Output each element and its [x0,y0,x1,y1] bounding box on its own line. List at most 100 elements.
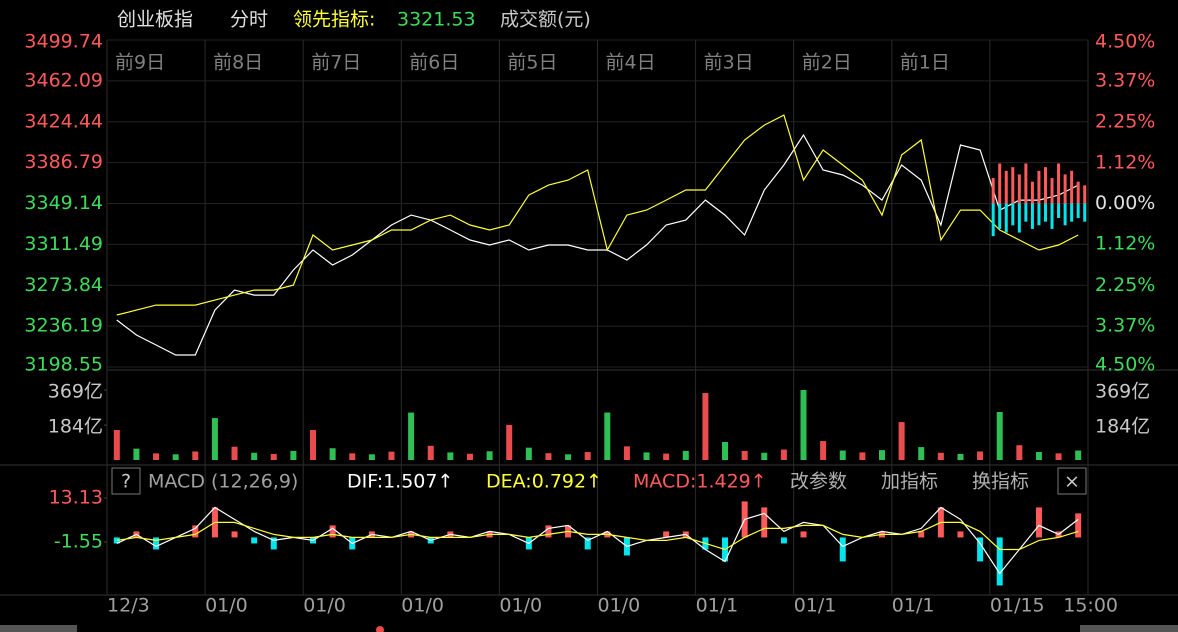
volume-bar [113,430,120,460]
volume-bar [918,447,925,460]
x-tick-label: 01/15 [990,595,1045,617]
x-tick-label: 12/3 [107,595,150,617]
macd-bar [192,525,199,538]
x-tick-label: 15:00 [1063,595,1118,617]
volume-bar [977,451,984,460]
y2-tick-label: 1.12% [1095,151,1155,173]
volume-bar [1035,452,1042,460]
macd-bar [977,537,984,562]
strength-bar [1076,203,1080,219]
day-label: 前5日 [507,52,557,74]
volume-bar [937,452,944,460]
macd-bar [251,537,258,544]
y-tick-label: 3349.14 [24,192,103,214]
y-tick-label: 184亿 [48,416,103,438]
strength-bar [991,203,995,237]
x-tick-label: 01/1 [892,595,935,617]
strength-bar [1057,163,1061,204]
volume-bar [290,450,297,460]
y-tick-label: 3198.55 [24,354,103,376]
volume-bar [408,412,415,460]
volume-bar [427,445,434,460]
y2-tick-label: 3.37% [1095,314,1155,336]
volume-bar [898,422,905,460]
volume-bar [702,393,709,460]
day-label: 前7日 [311,52,361,74]
strength-bar [1083,203,1087,222]
strength-bar [998,163,1002,204]
volume-bar [329,448,336,460]
strength-bar [1063,174,1067,204]
y-tick-label: 3236.19 [24,315,103,337]
volume-bar [172,454,179,460]
y-tick-label: 3462.09 [24,69,103,91]
strength-bar [1057,203,1061,219]
strength-bar [1070,170,1074,204]
volume-bar [1055,453,1062,460]
macd-bar [1035,507,1042,538]
strength-bar [1011,167,1015,204]
button[interactable]: 换指标 [972,471,1029,493]
y-tick-label: 369亿 [48,381,103,403]
x-tick-label: 01/0 [205,595,248,617]
volume-bar [1016,445,1023,460]
macd-bar [1075,513,1082,538]
day-label: 前9日 [115,52,165,74]
macd-bar [839,537,846,562]
macd-bar [584,537,591,550]
line [116,114,1079,316]
strength-bar [1004,170,1008,204]
volume-bar [133,448,140,460]
day-label: 前1日 [900,52,950,74]
y-tick-label: 3499.74 [24,31,103,53]
strength-bar [1043,167,1047,204]
volume-bar [878,450,885,460]
y2-tick-label: 2.25% [1095,110,1155,132]
strength-bar [1037,203,1041,226]
volume-bar [780,449,787,460]
volume-bar [506,424,513,460]
marker [376,626,384,632]
y2-tick-label: 2.25% [1095,274,1155,296]
day-label: 前2日 [802,52,852,74]
macd-label: MACD:1.429↑ [633,471,767,493]
header: 创业板指 分时 领先指标: 3321.53 成交额(元) [117,9,591,31]
macd-bar [329,525,336,538]
help-box[interactable] [111,467,141,495]
volume-bar [741,450,748,460]
x-tick-label: 01/0 [499,595,542,617]
volume-bar [957,453,964,460]
volume-bar [153,453,160,460]
macd-bar [231,531,238,538]
scrollbar[interactable] [0,625,77,632]
day-label: 前3日 [704,52,754,74]
volume-bar [839,450,846,460]
strength-bar [1024,203,1028,222]
y2-tick-label: 4.50% [1095,31,1155,53]
button[interactable]: 改参数 [790,471,847,493]
button[interactable]: 加指标 [881,471,938,493]
title: MACD (12,26,9) [148,471,298,493]
strength-bar [1030,181,1034,204]
volume-bar [251,452,258,460]
volume-bar [486,451,493,460]
strength-bar [1083,185,1087,204]
close-box[interactable] [1057,467,1087,495]
macd-bar [663,531,670,538]
volume-bar [310,430,317,460]
volume-bar [643,452,650,460]
strength-bar [991,178,995,204]
y2-tick-label: 1.12% [1095,233,1155,255]
mode[interactable]: 分时 [230,9,268,31]
x-tick-label: 01/0 [598,595,641,617]
volume-bar [682,450,689,460]
help[interactable]: ? [121,471,131,493]
volume-bar [545,453,552,460]
volume-bar [192,451,199,460]
scrollbar[interactable] [1080,625,1178,632]
close[interactable]: × [1064,471,1080,493]
volume-bar [231,446,238,460]
y-tick-label: 3386.79 [24,151,103,173]
macd-bar [761,507,768,538]
